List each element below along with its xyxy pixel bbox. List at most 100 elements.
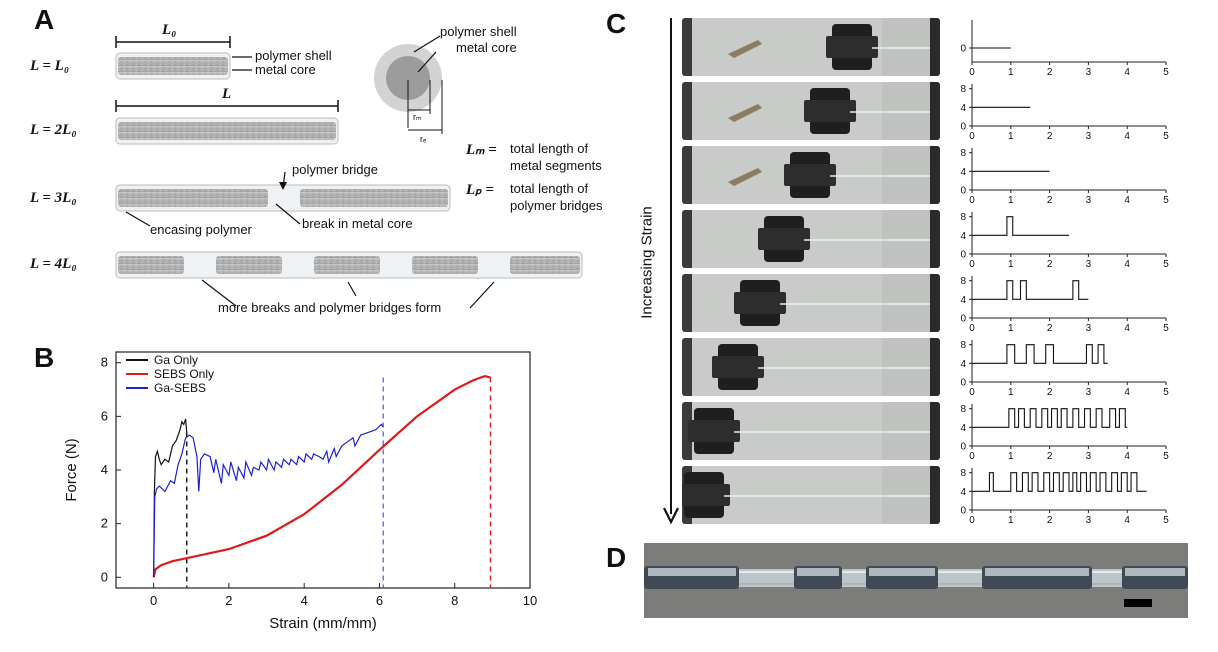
clamp-right: [930, 146, 940, 204]
radius-rf-label: rₑ: [420, 134, 427, 144]
resistance-trace: [972, 216, 1069, 236]
plot-x-tick-label: 0: [969, 131, 975, 142]
definition-lp-text: total length of polymer bridges: [510, 181, 603, 213]
tensile-photo: [682, 338, 940, 396]
plot-y-tick-label: 0: [960, 44, 966, 55]
panel-letter-a: A: [34, 4, 55, 35]
plot-y-tick-label: 8: [960, 84, 966, 95]
photo-edge: [682, 402, 692, 460]
legend-label: SEBS Only: [154, 367, 214, 381]
photo-edge: [682, 274, 692, 332]
plot-x-tick-label: 4: [1124, 451, 1130, 462]
plot-y-tick-label: 0: [960, 314, 966, 325]
scale-bar: [1124, 599, 1152, 607]
tensile-photo: [682, 210, 940, 268]
plot-y-tick-label: 8: [960, 468, 966, 479]
callout-metal-core: metal core: [255, 62, 316, 77]
plot-x-tick-label: 0: [969, 515, 975, 526]
photo-edge: [682, 18, 692, 76]
conductivity-plot: 0 1 2 3 4 5 0 4 8: [960, 468, 1169, 526]
plot-y-tick-label: 4: [960, 359, 966, 370]
row-label-4l0: L = 4L₀: [30, 256, 77, 272]
plot-x-tick-label: 1: [1008, 259, 1014, 270]
row-label-3l0: L = 3L₀: [30, 190, 77, 206]
plot-x-tick-label: 5: [1163, 195, 1169, 206]
y-tick-label: 2: [101, 516, 108, 531]
resistance-trace: [972, 280, 1089, 300]
series-line-2: [153, 423, 384, 578]
plot-x-tick-label: 1: [1008, 515, 1014, 526]
plot-x-tick-label: 1: [1008, 67, 1014, 78]
photo-edge: [682, 82, 692, 140]
clamp-right: [930, 82, 940, 140]
plot-x-tick-label: 5: [1163, 451, 1169, 462]
plot-x-tick-label: 4: [1124, 195, 1130, 206]
plot-y-tick-label: 4: [960, 231, 966, 242]
photo-edge: [682, 146, 692, 204]
plot-y-tick-label: 8: [960, 212, 966, 223]
plot-x-tick-label: 5: [1163, 131, 1169, 142]
plot-x-tick-label: 0: [969, 195, 975, 206]
resistance-trace: [972, 408, 1128, 428]
callout-polymer-shell: polymer shell: [255, 48, 332, 63]
clamp-right: [930, 466, 940, 524]
plot-x-tick-label: 3: [1086, 67, 1092, 78]
plot-y-tick-label: 0: [960, 442, 966, 453]
plot-x-tick-label: 3: [1086, 515, 1092, 526]
clamp-right: [930, 18, 940, 76]
plot-x-tick-label: 4: [1124, 259, 1130, 270]
clamp-jaw: [784, 164, 836, 186]
x-tick-label: 2: [225, 593, 232, 608]
clamp-jaw: [826, 36, 878, 58]
plot-y-tick-label: 0: [960, 250, 966, 261]
plot-x-tick-label: 1: [1008, 387, 1014, 398]
dimension-l0: [115, 36, 231, 48]
plot-y-tick-label: 8: [960, 404, 966, 415]
dimension-l-label: L: [222, 86, 232, 102]
plot-y-tick-label: 4: [960, 487, 966, 498]
resistance-trace: [972, 344, 1108, 364]
clamp-right: [930, 210, 940, 268]
plot-x-tick-label: 5: [1163, 515, 1169, 526]
plot-x-tick-label: 5: [1163, 259, 1169, 270]
force-strain-chart: 0 2 4 6 8 10 0 2 4 6 8 Strain (mm/mm) Force (N) Ga On…: [63, 351, 537, 632]
increasing-strain-arrow: [663, 18, 679, 525]
plot-y-tick-label: 4: [960, 167, 966, 178]
conductivity-plot: 0 1 2 3 4 5 0 4 8: [960, 84, 1169, 142]
tensile-photo: [682, 466, 940, 524]
panel-letter-b: B: [34, 342, 55, 373]
callout-encasing-polymer: encasing polymer: [150, 222, 252, 237]
definition-lm-symbol: Lₘ =: [466, 142, 497, 158]
x-tick-label: 8: [451, 593, 458, 608]
plot-x-tick-label: 0: [969, 67, 975, 78]
plot-y-tick-label: 4: [960, 103, 966, 114]
plot-x-tick-label: 2: [1047, 259, 1053, 270]
y-tick-label: 8: [101, 355, 108, 370]
plot-x-tick-label: 4: [1124, 515, 1130, 526]
plot-x-tick-label: 2: [1047, 323, 1053, 334]
plot-y-tick-label: 0: [960, 378, 966, 389]
tensile-photo: [682, 402, 940, 460]
clamp-right: [930, 402, 940, 460]
tensile-photo: [682, 146, 940, 204]
rod-4l0: [115, 251, 583, 279]
plot-y-tick-label: 8: [960, 148, 966, 159]
probe: [728, 40, 762, 58]
plot-x-tick-label: 0: [969, 451, 975, 462]
panel-letter-c: C: [606, 8, 627, 39]
clamp-jaw: [712, 356, 764, 378]
definition-lm-text: total length of metal segments: [510, 141, 602, 173]
series-line-1: [152, 374, 491, 578]
plot-x-tick-label: 3: [1086, 323, 1092, 334]
plot-x-tick-label: 5: [1163, 387, 1169, 398]
plot-x-tick-label: 4: [1124, 131, 1130, 142]
plot-x-tick-label: 0: [969, 259, 975, 270]
conductivity-plot: 0 1 2 3 4 5 0 4 8: [960, 212, 1169, 270]
legend-label: Ga-SEBS: [154, 381, 206, 395]
y-tick-label: 4: [101, 462, 108, 477]
plot-y-tick-label: 0: [960, 186, 966, 197]
plot-x-tick-label: 5: [1163, 67, 1169, 78]
plot-x-tick-label: 0: [969, 323, 975, 334]
plot-y-tick-label: 0: [960, 122, 966, 133]
plot-x-tick-label: 3: [1086, 387, 1092, 398]
